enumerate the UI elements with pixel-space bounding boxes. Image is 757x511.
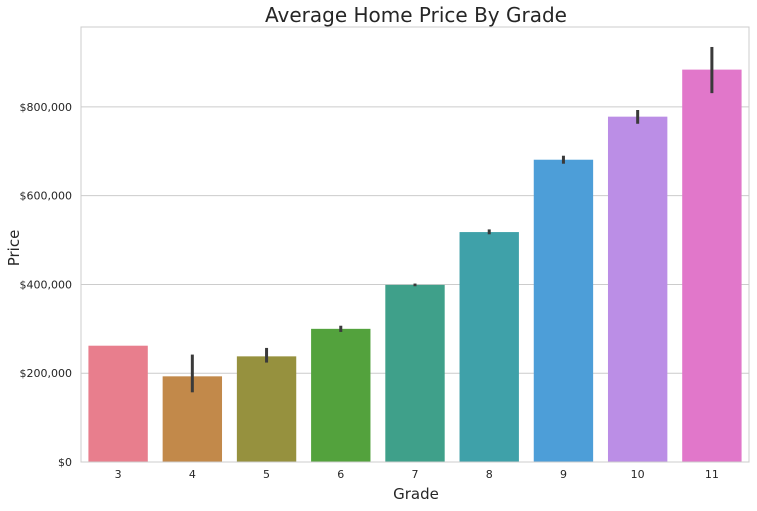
x-tick-label: 8 <box>486 468 493 481</box>
bar <box>88 345 148 462</box>
bar <box>236 356 297 462</box>
y-tick-labels: $0 $200,000 $400,000 $600,000 $800,000 <box>20 101 73 469</box>
chart-title: Average Home Price By Grade <box>265 3 567 27</box>
y-tick-label: $200,000 <box>20 367 73 380</box>
x-tick-label: 10 <box>631 468 645 481</box>
x-axis-label: Grade <box>393 485 439 503</box>
x-tick-label: 5 <box>263 468 270 481</box>
y-tick-label: $600,000 <box>20 190 73 203</box>
y-tick-label: $400,000 <box>20 278 73 291</box>
bar <box>311 328 371 462</box>
y-tick-label: $0 <box>58 456 72 469</box>
x-tick-label: 4 <box>189 468 196 481</box>
x-tick-label: 3 <box>115 468 122 481</box>
plot-frame <box>80 26 750 463</box>
x-tick-label: 6 <box>337 468 344 481</box>
bar <box>385 284 445 462</box>
bar <box>607 116 668 462</box>
bar <box>533 159 594 462</box>
y-tick-label: $800,000 <box>20 101 73 114</box>
bars <box>88 69 742 462</box>
bar <box>682 69 742 462</box>
x-tick-labels: 3 4 5 6 7 8 9 10 11 <box>115 468 719 481</box>
x-tick-label: 11 <box>705 468 719 481</box>
x-tick-label: 7 <box>412 468 419 481</box>
y-axis-label: Price <box>5 230 23 267</box>
x-tick-label: 9 <box>560 468 567 481</box>
error-bars <box>190 46 714 393</box>
bar <box>459 232 519 462</box>
